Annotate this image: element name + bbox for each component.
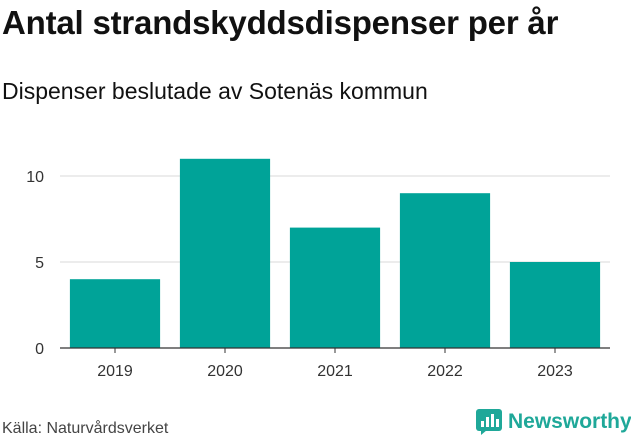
source-note: Källa: Naturvårdsverket [2,420,169,437]
brand-name: Newsworthy [508,410,631,433]
x-tick-label: 2020 [207,363,243,380]
bar-2021 [289,227,381,348]
x-tick-label: 2019 [97,363,133,380]
bar-2022 [399,193,491,348]
chart-subtitle: Dispenser beslutade av Sotenäs kommun [2,78,428,104]
newsworthy-logo-icon [476,409,502,435]
y-tick-label: 0 [35,341,44,358]
bar-2019 [69,279,161,348]
bar-2023 [509,262,601,348]
y-tick-label: 10 [26,169,44,186]
chart-title: Antal strandskyddsdispenser per år [2,4,559,41]
brand-logo: Newsworthy [476,408,631,436]
bar-2020 [179,158,271,348]
x-tick-label: 2022 [427,363,463,380]
x-tick-label: 2021 [317,363,353,380]
x-tick-label: 2023 [537,363,573,380]
bar-chart: 0 5 10 2019 2020 2021 2022 2023 [26,158,610,380]
y-tick-label: 5 [35,255,44,272]
